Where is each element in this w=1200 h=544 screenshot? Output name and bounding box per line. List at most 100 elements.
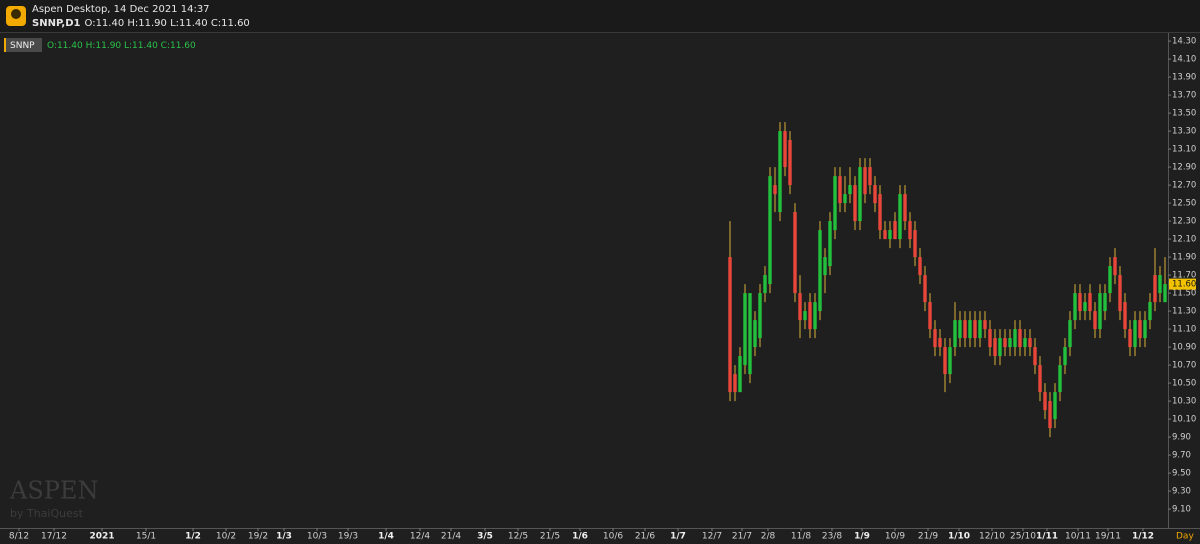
y-tick-label: 12.70 <box>1172 181 1196 191</box>
candle <box>1108 257 1112 303</box>
candle <box>923 266 927 312</box>
candle-body <box>1103 293 1107 312</box>
symbol-line: SNNP,D1 O:11.40 H:11.90 L:11.40 C:11.60 <box>32 18 250 29</box>
y-tick-label: 10.10 <box>1172 415 1196 425</box>
candle-body <box>848 185 852 195</box>
candle-body <box>1033 347 1037 366</box>
candle <box>733 365 737 402</box>
x-tick-label: 19/2 <box>248 532 268 542</box>
candle <box>983 311 987 339</box>
candle-body <box>1078 293 1082 312</box>
y-tick-label: 11.10 <box>1172 325 1196 335</box>
candle-body <box>948 347 952 375</box>
candle-body <box>843 194 847 204</box>
y-tick-label: 13.30 <box>1172 127 1196 137</box>
candle-body <box>813 302 817 330</box>
candle <box>1133 311 1137 357</box>
legend-box <box>4 38 42 52</box>
x-tick-label: 12/10 <box>979 532 1005 542</box>
candle-body <box>773 185 777 195</box>
y-tick-label: 9.30 <box>1172 487 1191 497</box>
period-label: Day <box>1176 532 1194 542</box>
candle-body <box>988 329 992 348</box>
x-tick-label: 21/6 <box>635 532 655 542</box>
candle-body <box>818 230 822 312</box>
candle <box>843 176 847 213</box>
candle <box>788 131 792 195</box>
candle-body <box>1038 365 1042 393</box>
candle-body <box>1053 392 1057 420</box>
x-tick-label: 1/2 <box>185 532 201 542</box>
y-tick-label: 9.50 <box>1172 469 1191 479</box>
candle-body <box>823 257 827 276</box>
candle-body <box>928 302 932 330</box>
candle <box>768 167 772 294</box>
candle-body <box>918 257 922 276</box>
legend-symbol: SNNP <box>10 41 35 51</box>
candle <box>1148 293 1152 330</box>
candle <box>1078 284 1082 321</box>
candle <box>738 347 742 393</box>
candle-body <box>983 320 987 330</box>
y-tick-label: 9.90 <box>1172 433 1191 443</box>
candle-body <box>1083 302 1087 312</box>
candle-body <box>1128 329 1132 348</box>
x-tick-label: 1/11 <box>1036 532 1058 542</box>
candle-body <box>913 230 917 258</box>
candle <box>838 167 842 213</box>
x-tick-label: 23/8 <box>822 532 842 542</box>
x-tick-label: 19/11 <box>1095 532 1121 542</box>
candle-body <box>763 275 767 294</box>
candle <box>773 167 777 213</box>
candle <box>728 221 732 402</box>
candle <box>1063 338 1067 375</box>
candle-body <box>828 221 832 267</box>
candle <box>918 248 922 285</box>
x-tick-label: 1/4 <box>378 532 394 542</box>
candle <box>1128 320 1132 357</box>
candle <box>1113 248 1117 285</box>
candle <box>978 311 982 348</box>
candle <box>993 329 997 366</box>
candle-body <box>788 140 792 186</box>
x-tick-label: 10/2 <box>216 532 236 542</box>
candle <box>743 284 747 375</box>
y-tick-label: 11.70 <box>1172 271 1196 281</box>
symbol: SNNP,D1 <box>32 18 81 29</box>
candle <box>1013 320 1017 357</box>
candle-body <box>1148 302 1152 321</box>
candle-body <box>1093 311 1097 330</box>
candle <box>1103 284 1107 321</box>
candle-body <box>1018 329 1022 348</box>
candle-body <box>998 338 1002 357</box>
candle <box>758 284 762 348</box>
candle <box>883 221 887 240</box>
candle <box>763 266 767 303</box>
x-tick-label: 12/7 <box>702 532 722 542</box>
candle-body <box>858 167 862 222</box>
candle <box>1143 311 1147 348</box>
candle-body <box>933 329 937 348</box>
candle-body <box>1003 338 1007 348</box>
watermark-sub: by ThaiQuest <box>10 507 84 520</box>
x-tick-label: 21/4 <box>441 532 461 542</box>
candle-body <box>1048 401 1052 429</box>
y-tick-label: 11.50 <box>1172 289 1196 299</box>
candle <box>1048 392 1052 438</box>
candle-body <box>783 131 787 168</box>
candle <box>1033 338 1037 375</box>
legend-ohlc: O:11.40 H:11.90 L:11.40 C:11.60 <box>47 41 196 51</box>
x-tick-label: 1/12 <box>1132 532 1154 542</box>
candle-body <box>963 320 967 339</box>
y-tick-label: 14.10 <box>1172 55 1196 65</box>
candle <box>928 293 932 339</box>
candle <box>808 293 812 339</box>
x-tick-label: 19/3 <box>338 532 358 542</box>
x-tick-label: 10/6 <box>603 532 623 542</box>
candle <box>1038 356 1042 402</box>
candle-body <box>1158 275 1162 294</box>
candle-body <box>808 302 812 330</box>
y-tick-label: 11.30 <box>1172 307 1196 317</box>
candle-body <box>1043 392 1047 411</box>
candle <box>1153 248 1157 312</box>
